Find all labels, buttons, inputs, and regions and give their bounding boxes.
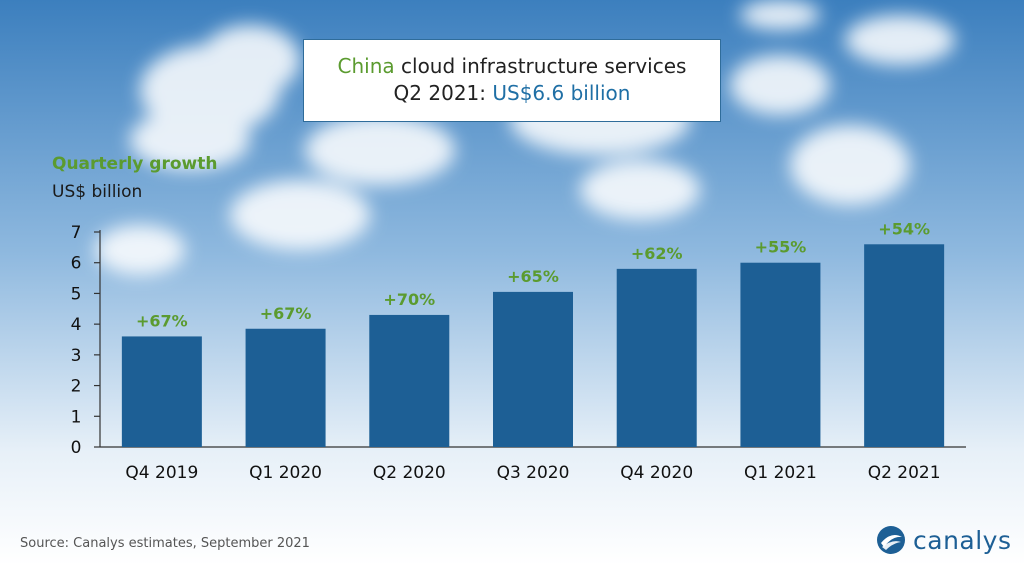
bar-5 (740, 262, 821, 447)
data-label-6: +54% (878, 219, 930, 238)
x-tick-label-5: Q1 2021 (744, 463, 817, 483)
data-labels: +67% +67% +70% +65% +62% +55% +54% (136, 219, 930, 330)
data-label-0: +67% (136, 311, 188, 330)
y-tick-label-3: 3 (71, 346, 82, 366)
title-total: US$6.6 billion (492, 81, 631, 105)
title-line-2: Q2 2021: US$6.6 billion (304, 80, 720, 107)
bar-4 (616, 268, 697, 447)
canalys-logo: canalys (876, 523, 1012, 557)
bar-6 (864, 244, 945, 447)
title-subject: cloud infrastructure services (394, 54, 687, 78)
bars (121, 244, 945, 447)
bar-1 (245, 328, 326, 447)
y-tick-label-1: 1 (71, 407, 82, 427)
data-label-1: +67% (260, 304, 312, 323)
y-tick-label-7: 7 (71, 223, 82, 243)
data-label-3: +65% (507, 267, 559, 286)
logo-text: canalys (913, 525, 1012, 555)
title-line-1: China cloud infrastructure services (304, 53, 720, 80)
x-tick-label-2: Q2 2020 (373, 463, 446, 483)
x-tick-labels: Q4 2019 Q1 2020 Q2 2020 Q3 2020 Q4 2020 Q1 20… (125, 463, 940, 483)
data-label-4: +62% (631, 244, 683, 263)
x-tick-label-3: Q3 2020 (497, 463, 570, 483)
x-tick-label-4: Q4 2020 (620, 463, 693, 483)
data-label-5: +55% (755, 238, 807, 257)
y-tick-label-2: 2 (71, 377, 82, 397)
title-period: Q2 2021: (393, 81, 493, 105)
y-tick-label-4: 4 (71, 315, 82, 335)
source-note: Source: Canalys estimates, September 202… (20, 536, 310, 551)
y-tick-label-5: 5 (71, 284, 82, 304)
bar-3 (493, 291, 573, 447)
bar-2 (369, 314, 450, 447)
canalys-logo-icon (877, 526, 905, 554)
growth-label: Quarterly growth (52, 154, 218, 174)
x-tick-label-1: Q1 2020 (249, 463, 322, 483)
x-tick-label-6: Q2 2021 (868, 463, 941, 483)
unit-label: US$ billion (52, 182, 143, 202)
title-region: China (337, 54, 395, 78)
y-ticks: 0 1 2 3 4 5 6 7 (71, 223, 100, 458)
data-label-2: +70% (383, 290, 435, 309)
bar-0 (121, 336, 202, 447)
y-tick-label-0: 0 (71, 438, 82, 458)
title-box: China cloud infrastructure services Q2 2… (303, 39, 721, 122)
y-tick-label-6: 6 (71, 254, 82, 274)
x-tick-label-0: Q4 2019 (125, 463, 198, 483)
